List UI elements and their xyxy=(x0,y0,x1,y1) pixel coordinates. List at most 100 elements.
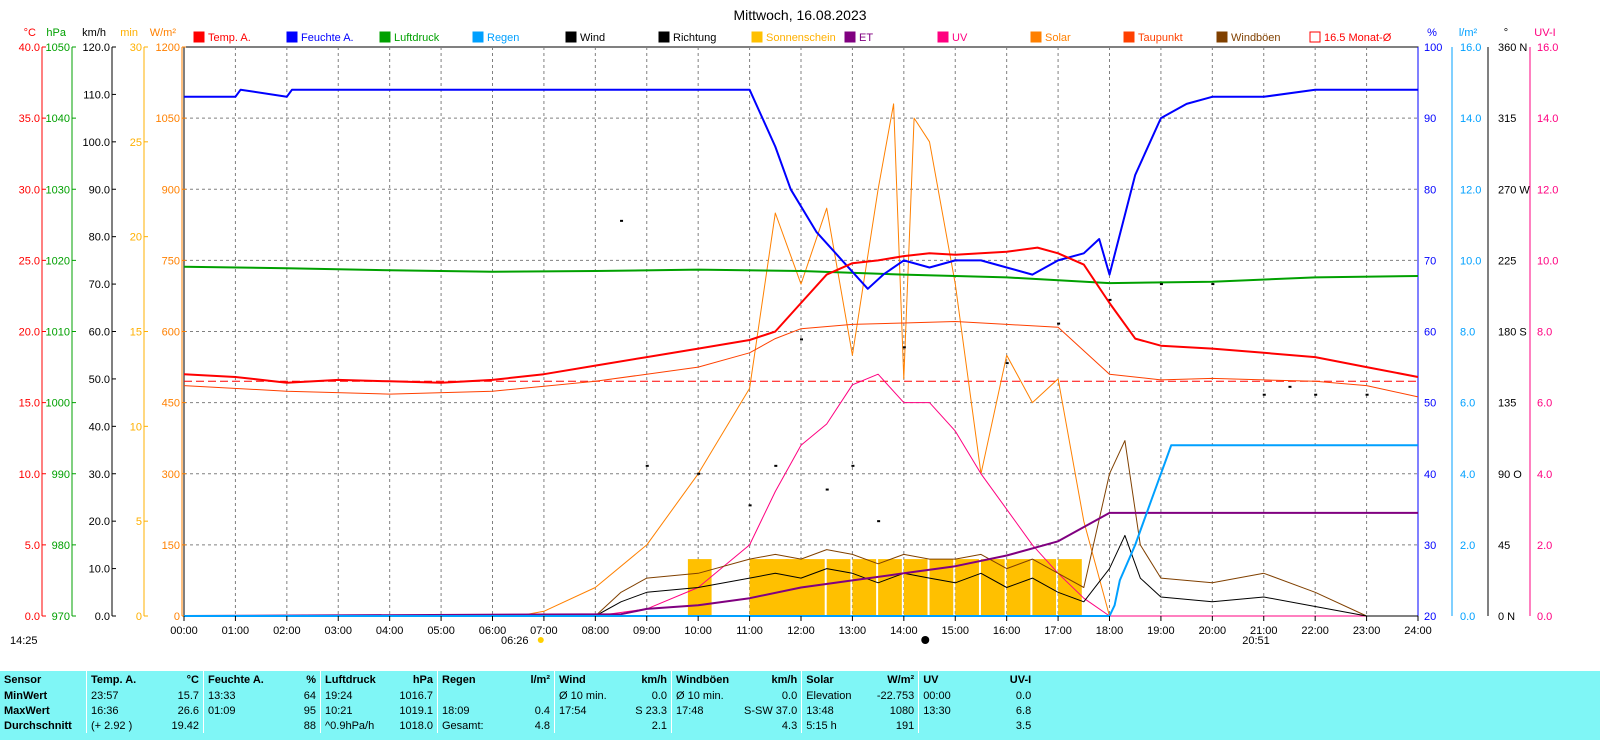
right-axis-tick-label: 16.0 xyxy=(1460,42,1481,54)
left-axis-unit: hPa xyxy=(46,27,66,39)
left-axis-tick-label: 25 xyxy=(130,137,142,149)
right-axis-tick-label: 270 W xyxy=(1498,184,1530,196)
x-axis-tick-label: 20:00 xyxy=(1199,625,1227,637)
legend-label: Temp. A. xyxy=(208,32,251,44)
left-axis-tick-label: 35.0 xyxy=(19,113,40,125)
right-axis-tick-label: 4.0 xyxy=(1537,469,1552,481)
summary-cell-value: 191 xyxy=(895,719,915,732)
summary-cell-value: 0.0 xyxy=(651,689,667,702)
direction-point xyxy=(1211,283,1215,286)
series-group xyxy=(183,88,1419,617)
moon-time-label: 14:25 xyxy=(10,635,38,647)
left-axis-unit: min xyxy=(120,27,138,39)
summary-header-unit: °C xyxy=(186,673,199,686)
summary-cell-value xyxy=(506,688,555,703)
left-axis-tick-label: 1040 xyxy=(46,113,70,125)
left-axis-tick-label: 30.0 xyxy=(19,184,40,196)
legend-swatch xyxy=(751,31,763,43)
left-axis-tick-label: 15.0 xyxy=(19,398,40,410)
series-line-taupunkt xyxy=(183,321,1419,398)
summary-cell-value: 19.42 xyxy=(171,719,199,732)
right-axis-tick-label: 70 xyxy=(1424,255,1436,267)
sunshine-bar xyxy=(903,559,928,616)
legend-label: 16.5 Monat-Ø xyxy=(1324,32,1392,44)
summary-cell-value: 1018.0 xyxy=(399,719,433,732)
legend-swatch xyxy=(1123,31,1135,43)
summary-cell-time: (+ 2.92 ) xyxy=(86,718,155,733)
summary-cell-time: Gesamt: xyxy=(437,718,506,733)
summary-table: Sensor Temp. A. °C Feuchte A.% Luftdruck hPa R… xyxy=(0,671,1035,733)
left-axis-tick-label: 25.0 xyxy=(19,255,40,267)
summary-cell-value: 0.4 xyxy=(534,704,550,717)
summary-panel: Sensor Temp. A. °C Feuchte A.% Luftdruck hPa R… xyxy=(0,671,1600,740)
direction-point xyxy=(620,219,624,222)
left-axis-tick-label: 30.0 xyxy=(89,469,110,481)
summary-header-cell: Sensor xyxy=(4,673,42,686)
legend-swatch xyxy=(658,31,670,43)
summary-cell-time xyxy=(918,718,988,733)
summary-cell-value: 4.3 xyxy=(781,719,798,732)
summary-row-label: MinWert xyxy=(4,689,48,702)
x-axis-tick-label: 07:00 xyxy=(530,625,558,637)
summary-cell-value: 0.0 xyxy=(781,689,798,702)
right-axis-tick-label: 2.0 xyxy=(1460,540,1475,552)
plot-grid xyxy=(183,46,1419,617)
left-axis-tick-label: 90.0 xyxy=(89,184,110,196)
left-axis-tick-label: 1010 xyxy=(46,327,70,339)
right-axis-unit: ° xyxy=(1504,27,1508,39)
left-axis-unit: km/h xyxy=(82,27,106,39)
summary-cell-time: 01:09 xyxy=(203,703,272,718)
right-axis-tick-label: 0.0 xyxy=(1460,611,1475,623)
left-axis-tick-label: 0 xyxy=(174,611,180,623)
summary-cell-time: 13:48 xyxy=(801,703,871,718)
right-axis-tick-label: 12.0 xyxy=(1537,184,1558,196)
summary-row-label: MaxWert xyxy=(4,704,50,717)
left-axis-tick-label: 990 xyxy=(52,469,70,481)
summary-cell-time: 13:30 xyxy=(918,703,988,718)
x-axis-tick-label: 02:00 xyxy=(273,625,301,637)
summary-cell-value: 1016.7 xyxy=(399,689,433,702)
summary-cell-time xyxy=(554,718,623,733)
x-axis-tick-label: 05:00 xyxy=(427,625,455,637)
right-axis-tick-label: 40 xyxy=(1424,469,1436,481)
left-axis-tick-label: 0.0 xyxy=(95,611,110,623)
series-line-wind xyxy=(184,534,1418,617)
right-axis-tick-label: 14.0 xyxy=(1460,113,1481,125)
legend-label: Solar xyxy=(1045,32,1071,44)
right-axis-tick-label: 100 xyxy=(1424,42,1442,54)
x-axis-tick-label: 09:00 xyxy=(633,625,661,637)
summary-row-label: Durchschnitt xyxy=(4,719,72,732)
left-axis-tick-label: 1020 xyxy=(46,255,70,267)
right-axis-tick-label: 360 N xyxy=(1498,42,1527,54)
legend-label: Feuchte A. xyxy=(301,32,354,44)
sunshine-bar xyxy=(1032,559,1057,616)
direction-point xyxy=(774,464,778,467)
summary-cell-value: S-SW 37.0 xyxy=(744,704,798,717)
right-axis-tick-label: 225 xyxy=(1498,255,1516,267)
left-axis-tick-label: 970 xyxy=(52,611,70,623)
right-axis-tick-label: 8.0 xyxy=(1460,327,1475,339)
direction-point xyxy=(1005,362,1009,365)
chart-title: Mittwoch, 16.08.2023 xyxy=(733,7,866,23)
right-axis-tick-label: 60 xyxy=(1424,327,1436,339)
right-axis-tick-label: 6.0 xyxy=(1537,398,1552,410)
legend-label: Sonnenschein xyxy=(766,32,836,44)
direction-point xyxy=(1365,393,1369,396)
legend-label: Windböen xyxy=(1231,32,1281,44)
direction-point xyxy=(851,464,855,467)
x-axis-tick-label: 11:00 xyxy=(736,625,763,637)
x-axis-tick-label: 17:00 xyxy=(1044,625,1072,637)
sunshine-bar xyxy=(878,559,902,616)
right-axis-tick-label: 90 O xyxy=(1498,469,1522,481)
x-axis-tick-label: 15:00 xyxy=(941,625,969,637)
legend-swatch xyxy=(1030,31,1042,43)
left-axis-tick-label: 5.0 xyxy=(25,540,40,552)
x-axis-tick-label: 08:00 xyxy=(582,625,610,637)
right-axis-tick-label: 10.0 xyxy=(1537,255,1558,267)
left-axis-tick-label: 70.0 xyxy=(89,279,110,291)
left-axis-tick-label: 900 xyxy=(162,184,180,196)
summary-cell-time: 17:48 xyxy=(671,703,740,718)
left-axis-tick-label: 1200 xyxy=(156,42,180,54)
legend-label: UV xyxy=(952,32,968,44)
summary-header-unit: hPa xyxy=(412,673,433,686)
